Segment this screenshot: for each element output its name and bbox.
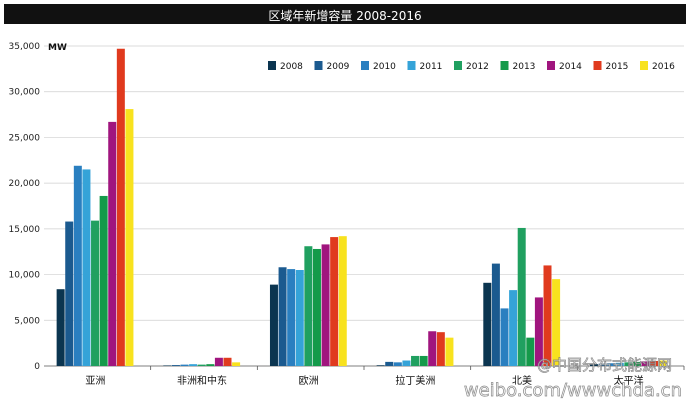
bar (615, 362, 624, 366)
bar (171, 365, 180, 366)
bar (491, 263, 500, 366)
bar (125, 109, 134, 366)
legend-label: 2010 (373, 62, 396, 72)
category-label: 欧洲 (299, 375, 319, 387)
y-tick-label: 0 (34, 362, 40, 372)
bar (312, 248, 321, 366)
legend-label: 2014 (559, 62, 582, 72)
bar (99, 195, 108, 366)
legend-swatch (500, 61, 509, 70)
bar (632, 361, 641, 366)
bar (65, 221, 74, 366)
bar (607, 363, 616, 366)
legend-label: 2009 (327, 62, 350, 72)
y-axis-unit: MW (48, 43, 67, 53)
watermark-url: weibo.com/wwwchda.cn (464, 380, 682, 401)
bar (206, 364, 215, 366)
legend-label: 2015 (606, 62, 629, 72)
legend-label: 2016 (652, 62, 675, 72)
legend-label: 2011 (420, 62, 443, 72)
legend-swatch (593, 61, 602, 70)
bar (180, 364, 189, 366)
category-label: 北美 (512, 374, 532, 387)
legend-label: 2008 (280, 62, 303, 72)
bar (73, 165, 82, 366)
bar (589, 364, 598, 366)
legend-label: 2013 (513, 62, 536, 72)
legend-swatch (407, 61, 416, 70)
bar (385, 361, 394, 366)
bar (56, 289, 65, 366)
bar (419, 355, 428, 366)
category-label: 亚洲 (85, 375, 105, 387)
bar (91, 220, 100, 366)
bar (108, 121, 117, 366)
bar (338, 236, 347, 366)
y-tick-label: 20,000 (9, 179, 41, 189)
legend-label: 2012 (466, 62, 489, 72)
bar (376, 365, 385, 366)
bar (304, 246, 313, 366)
bar (436, 332, 445, 366)
bar (393, 362, 402, 366)
bar (543, 265, 552, 366)
bar (598, 363, 607, 366)
bar (214, 357, 223, 366)
bar (534, 297, 543, 366)
bar (232, 362, 241, 366)
bar (189, 364, 198, 366)
y-tick-label: 35,000 (9, 42, 41, 52)
category-label: 拉丁美洲 (395, 374, 435, 387)
y-tick-label: 25,000 (9, 133, 41, 143)
bar (509, 290, 518, 366)
bar (552, 279, 561, 366)
bar (295, 270, 304, 366)
bar (526, 337, 535, 366)
bar (641, 361, 650, 366)
title-bar: 区域年新增容量 2008-2016 (4, 4, 686, 24)
bar (321, 244, 330, 366)
bar (483, 282, 492, 366)
watermark-handle: @中国分布式能源网 (537, 356, 672, 374)
legend-swatch (454, 61, 462, 70)
bar (269, 284, 278, 366)
legend-swatch (547, 61, 555, 70)
category-label: 非洲和中东 (177, 374, 227, 387)
chart-title: 区域年新增容量 2008-2016 (268, 9, 422, 23)
bar (116, 48, 125, 366)
bar (402, 360, 411, 366)
category-label: 太平洋 (614, 374, 644, 387)
legend-swatch (640, 61, 648, 70)
legend-swatch (361, 61, 369, 70)
bar (500, 308, 509, 366)
bar (287, 269, 296, 366)
legend-swatch (314, 61, 323, 70)
bar (445, 337, 454, 366)
bar (650, 360, 659, 366)
y-tick-label: 15,000 (9, 225, 41, 235)
y-tick-label: 5,000 (14, 316, 40, 326)
bar (163, 365, 172, 366)
bar (428, 331, 437, 366)
legend-swatch (268, 61, 276, 70)
bar (223, 357, 232, 366)
bar (330, 237, 339, 366)
y-tick-label: 10,000 (9, 271, 41, 281)
bar (278, 267, 287, 366)
bar (517, 227, 526, 366)
bar (411, 355, 420, 366)
bar (197, 364, 206, 366)
bar (624, 362, 633, 366)
y-tick-label: 30,000 (9, 88, 41, 98)
bar (658, 360, 667, 366)
bar (82, 169, 91, 366)
